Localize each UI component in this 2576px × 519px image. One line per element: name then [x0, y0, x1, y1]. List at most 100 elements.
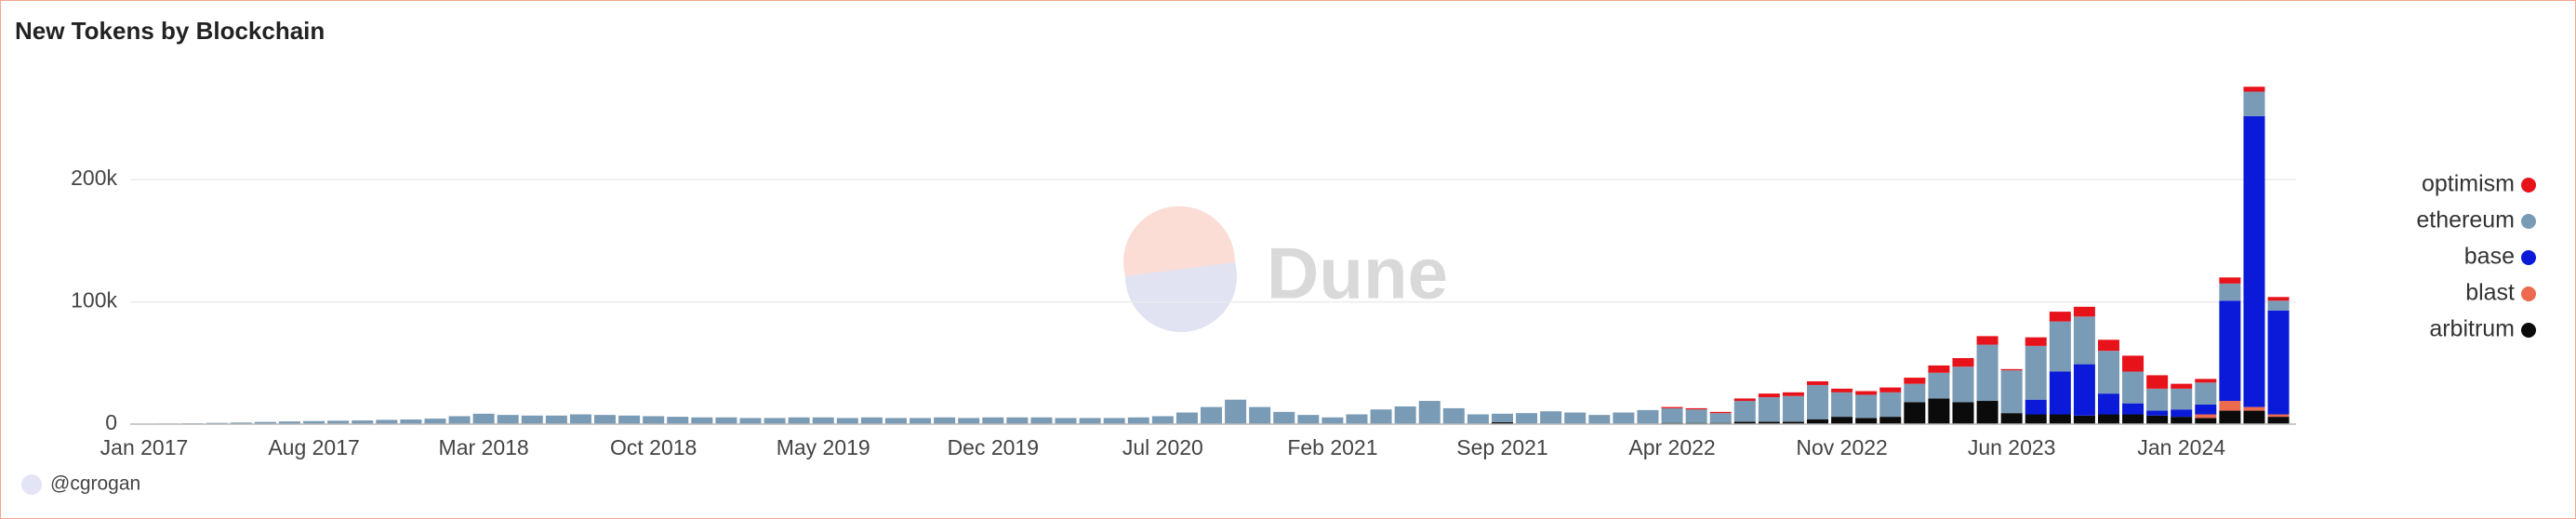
bar-segment [1831, 392, 1853, 418]
bar-segment [1516, 413, 1538, 424]
bar-segment [910, 418, 932, 424]
x-tick-label: Oct 2018 [610, 435, 697, 459]
bar-segment [545, 415, 567, 424]
bar-segment [1976, 401, 1998, 424]
bar-segment [2122, 355, 2144, 372]
bar-segment [2195, 414, 2217, 419]
bar-segment [2073, 306, 2095, 317]
bar-segment [2267, 300, 2290, 311]
bar-segment [643, 416, 665, 424]
bars [133, 86, 2290, 424]
bar-segment [2146, 375, 2169, 389]
bar-segment [1201, 406, 1223, 424]
watermark-text: Dune [1267, 233, 1448, 314]
bar-segment [497, 415, 519, 424]
bar-segment [2267, 417, 2290, 424]
bar-segment [1564, 412, 1587, 424]
bar-segment [1928, 398, 1950, 424]
bar-segment [1467, 414, 1489, 424]
bar-segment [1030, 417, 1053, 424]
bar-segment [2243, 86, 2265, 92]
x-tick-label: Jul 2020 [1122, 435, 1203, 459]
bar-segment [1879, 417, 1902, 424]
y-tick-label: 0 [105, 410, 117, 434]
bar-segment [1952, 366, 1974, 403]
bar-segment [1661, 406, 1683, 408]
legend-label: blast [2465, 280, 2515, 306]
bar-segment [1855, 391, 1878, 395]
bar-segment [2171, 388, 2193, 410]
bar-segment [934, 417, 956, 424]
bar-segment [1928, 372, 1950, 399]
bar-segment [1782, 421, 1804, 424]
bar-segment [1685, 407, 1707, 410]
legend-swatch [2521, 178, 2536, 193]
bar-segment [1782, 395, 1804, 422]
bar-segment [788, 417, 810, 424]
bar-segment [1904, 402, 1926, 424]
bar-segment [1175, 412, 1198, 424]
bar-segment [667, 417, 689, 424]
x-tick-label: May 2019 [777, 435, 870, 459]
legend-swatch [2521, 323, 2536, 338]
bar-segment [1079, 418, 1101, 424]
bar-segment [2243, 410, 2265, 424]
bar-segment [1685, 409, 1707, 423]
bar-segment [1273, 411, 1295, 424]
bar-segment [2025, 345, 2047, 400]
bar-segment [764, 418, 786, 424]
bar-segment [278, 421, 300, 424]
bar-segment [1613, 412, 1635, 424]
bar-segment [691, 417, 713, 424]
bar-segment [982, 417, 1004, 424]
bar-segment [1321, 417, 1344, 424]
bar-segment [230, 422, 252, 424]
bar-segment [2146, 410, 2169, 416]
bar-segment [2243, 406, 2265, 411]
bar-segment [1855, 418, 1878, 424]
bar-segment [2025, 399, 2047, 415]
bar-segment [2025, 337, 2047, 346]
bar-segment [2267, 297, 2290, 301]
bar-segment [2219, 300, 2241, 402]
bar-segment [1807, 419, 1829, 424]
bar-segment [2171, 383, 2193, 389]
bar-segment [2097, 414, 2119, 424]
bar-segment [1225, 399, 1247, 424]
legend-label: arbitrum [2429, 316, 2515, 342]
bar-segment [1733, 421, 1756, 424]
bar-segment [1055, 418, 1077, 424]
bar-segment [2171, 417, 2193, 424]
chart-title: New Tokens by Blockchain [15, 17, 325, 45]
credit-avatar [21, 474, 42, 495]
bar-segment [1103, 418, 1125, 424]
bar-segment [2049, 312, 2071, 322]
bar-segment [2267, 414, 2290, 418]
x-tick-label: Apr 2022 [1628, 435, 1715, 459]
bar-segment [1807, 381, 1829, 385]
bar-segment [1976, 336, 1998, 345]
bar-segment [1807, 384, 1829, 419]
bar-segment [2195, 418, 2217, 424]
bar-segment [1709, 413, 1732, 423]
bar-segment [352, 420, 374, 424]
legend-label: base [2464, 244, 2515, 270]
bar-segment [2097, 339, 2119, 352]
bar-segment [2219, 410, 2241, 424]
bar-segment [1758, 393, 1780, 398]
bar-segment [2073, 316, 2095, 365]
bar-segment [1394, 406, 1416, 424]
bar-segment [424, 419, 446, 424]
bar-segment [1297, 415, 1320, 424]
bar-segment [1127, 417, 1149, 424]
bar-segment [1855, 394, 1878, 419]
x-tick-label: Jun 2023 [1968, 435, 2056, 459]
bar-segment [1904, 383, 1926, 403]
bar-segment [884, 418, 907, 424]
bar-segment [400, 419, 422, 424]
bar-segment [2146, 388, 2169, 411]
bar-segment [1879, 387, 1902, 393]
bar-segment [715, 417, 737, 424]
y-tick-label: 100k [71, 288, 117, 313]
